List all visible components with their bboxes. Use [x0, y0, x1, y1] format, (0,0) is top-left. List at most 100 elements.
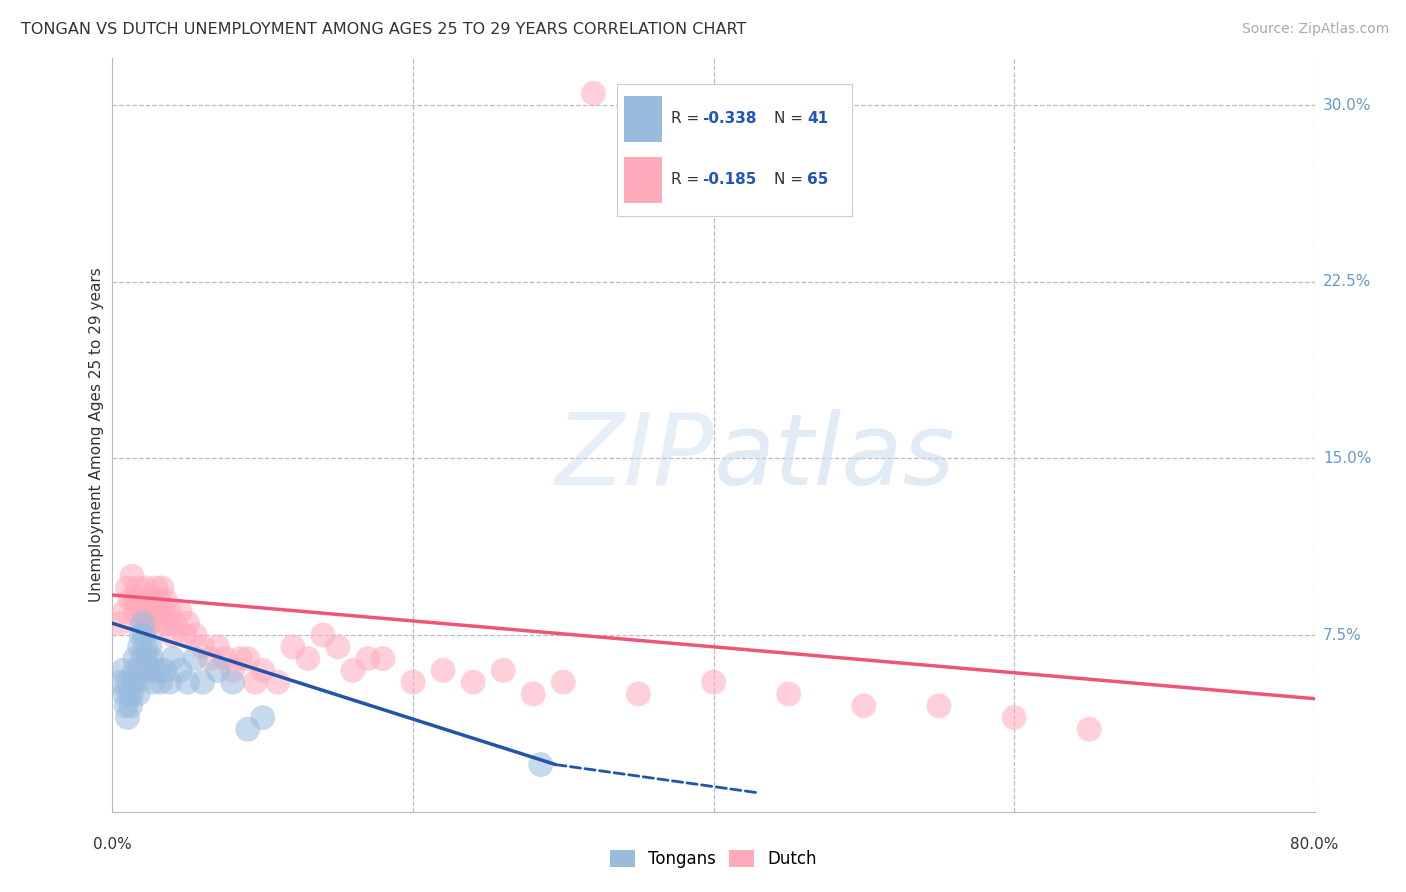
Point	[312, 628, 335, 642]
Point	[120, 698, 142, 713]
Point	[143, 664, 166, 678]
Text: 7.5%: 7.5%	[1323, 628, 1361, 642]
Point	[153, 592, 176, 607]
Point	[121, 569, 143, 583]
Point	[153, 664, 176, 678]
Text: 15.0%: 15.0%	[1323, 450, 1371, 466]
Point	[124, 651, 146, 665]
Point	[128, 664, 150, 678]
Point	[141, 616, 163, 631]
Point	[522, 687, 544, 701]
Point	[176, 675, 198, 690]
Point	[122, 675, 145, 690]
Point	[146, 605, 169, 619]
Point	[214, 651, 236, 665]
Point	[129, 616, 152, 631]
Point	[131, 616, 153, 631]
Point	[222, 675, 245, 690]
Point	[229, 651, 252, 665]
Point	[127, 687, 149, 701]
Point	[222, 664, 245, 678]
Text: Source: ZipAtlas.com: Source: ZipAtlas.com	[1241, 22, 1389, 37]
Point	[198, 651, 221, 665]
Point	[297, 651, 319, 665]
Point	[371, 651, 394, 665]
Text: ZIP: ZIP	[555, 409, 713, 506]
Point	[702, 675, 725, 690]
Point	[582, 87, 605, 101]
Point	[117, 581, 139, 595]
Y-axis label: Unemployment Among Ages 25 to 29 years: Unemployment Among Ages 25 to 29 years	[89, 268, 104, 602]
Point	[138, 664, 160, 678]
Point	[131, 651, 153, 665]
Point	[162, 628, 184, 642]
Point	[184, 651, 207, 665]
Point	[169, 605, 191, 619]
Point	[120, 592, 142, 607]
Point	[149, 616, 172, 631]
Point	[207, 640, 229, 654]
Text: 0.0%: 0.0%	[93, 837, 132, 852]
Point	[852, 698, 875, 713]
Point	[150, 581, 173, 595]
Point	[252, 664, 274, 678]
Legend: Tongans, Dutch: Tongans, Dutch	[603, 844, 824, 875]
Point	[402, 675, 425, 690]
Point	[191, 675, 214, 690]
Point	[155, 616, 177, 631]
Text: 30.0%: 30.0%	[1323, 97, 1371, 112]
Point	[152, 605, 174, 619]
Point	[778, 687, 800, 701]
Point	[117, 710, 139, 724]
Point	[148, 592, 170, 607]
Text: TONGAN VS DUTCH UNEMPLOYMENT AMONG AGES 25 TO 29 YEARS CORRELATION CHART: TONGAN VS DUTCH UNEMPLOYMENT AMONG AGES …	[21, 22, 747, 37]
Point	[236, 723, 259, 737]
Point	[127, 581, 149, 595]
Point	[142, 675, 165, 690]
Point	[357, 651, 380, 665]
Point	[165, 616, 187, 631]
Point	[159, 675, 181, 690]
Point	[111, 664, 134, 678]
Point	[136, 651, 159, 665]
Point	[118, 687, 141, 701]
Point	[125, 675, 148, 690]
Point	[159, 605, 181, 619]
Point	[114, 687, 136, 701]
Point	[128, 605, 150, 619]
Point	[184, 628, 207, 642]
Text: 22.5%: 22.5%	[1323, 274, 1371, 289]
Point	[136, 616, 159, 631]
Point	[281, 640, 304, 654]
Text: 80.0%: 80.0%	[1291, 837, 1339, 852]
Point	[114, 605, 136, 619]
Point	[1078, 723, 1101, 737]
Point	[207, 664, 229, 678]
Point	[146, 664, 169, 678]
Point	[142, 592, 165, 607]
Point	[169, 664, 191, 678]
Point	[176, 616, 198, 631]
Point	[117, 675, 139, 690]
Point	[162, 651, 184, 665]
Point	[138, 592, 160, 607]
Point	[252, 710, 274, 724]
Point	[191, 640, 214, 654]
Point	[245, 675, 267, 690]
Point	[627, 687, 650, 701]
Point	[149, 675, 172, 690]
Point	[530, 757, 553, 772]
Point	[139, 605, 162, 619]
Point	[143, 605, 166, 619]
Point	[124, 664, 146, 678]
Point	[108, 675, 131, 690]
Text: atlas: atlas	[713, 409, 955, 506]
Point	[492, 664, 515, 678]
Point	[342, 664, 364, 678]
Point	[326, 640, 349, 654]
Point	[141, 651, 163, 665]
Point	[121, 687, 143, 701]
Point	[145, 581, 167, 595]
Point	[236, 651, 259, 665]
Point	[553, 675, 575, 690]
